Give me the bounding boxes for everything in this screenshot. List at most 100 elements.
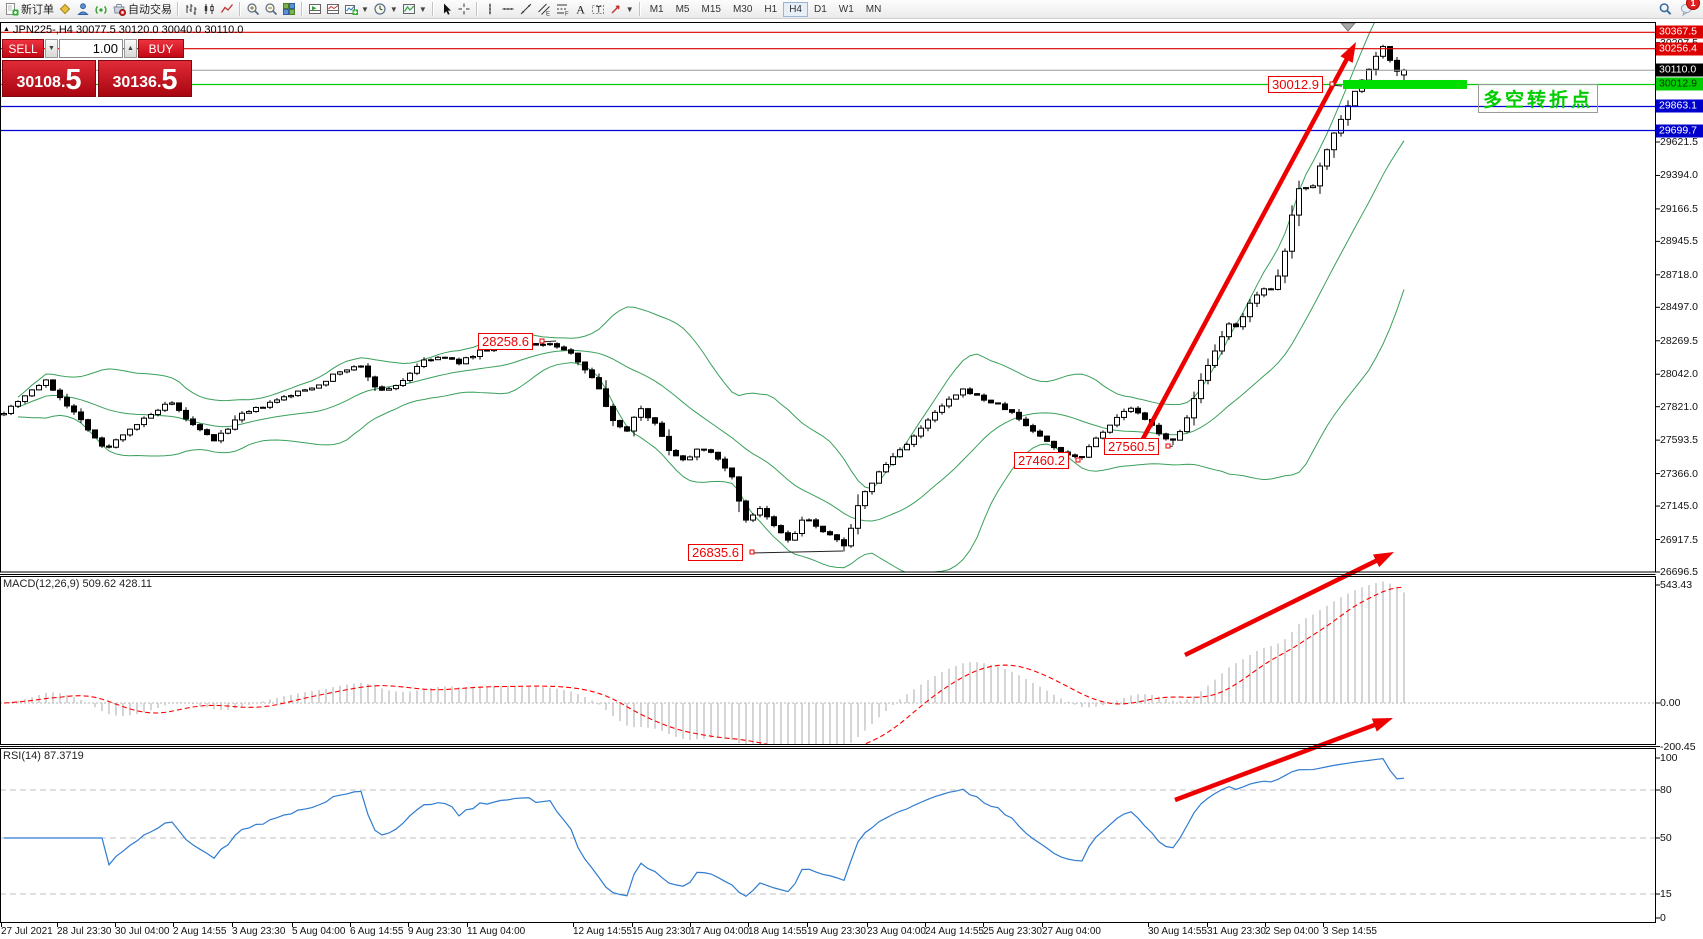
- candle-body: [85, 419, 91, 431]
- candle-body: [1107, 424, 1113, 433]
- candle-chart-button[interactable]: [200, 1, 218, 17]
- sell-price-button[interactable]: 30108. 5: [2, 60, 96, 97]
- rsi-panel-border: [0, 748, 1656, 923]
- textA-icon: A: [576, 3, 585, 17]
- macd-pane[interactable]: [0, 581, 1655, 757]
- candle-body: [925, 419, 931, 429]
- candle-body: [932, 411, 938, 421]
- timeframe-m5-button[interactable]: M5: [675, 3, 690, 15]
- candle-body: [267, 401, 273, 408]
- candle-body: [246, 411, 252, 414]
- rsi-value: 87.3719: [43, 750, 84, 762]
- label-button[interactable]: T: [589, 1, 607, 17]
- timeframe-m30-button[interactable]: M30: [732, 3, 753, 15]
- price-annotation-label[interactable]: 27560.5: [1104, 438, 1159, 455]
- hline-button[interactable]: [499, 1, 517, 17]
- candle-body: [1247, 302, 1253, 318]
- price-annotation-label[interactable]: 26835.6: [688, 544, 743, 561]
- candle-body: [71, 405, 77, 413]
- candle-body: [309, 387, 315, 391]
- main-panel-border: [0, 22, 1656, 573]
- text-button[interactable]: A: [571, 1, 589, 17]
- signals-button[interactable]: [92, 1, 110, 17]
- chat-button[interactable]: 1: [1678, 0, 1700, 17]
- timeframe-h4-button[interactable]: H4: [783, 1, 808, 17]
- candle-body: [470, 355, 476, 359]
- bar-chart-button[interactable]: [182, 1, 200, 17]
- panel1-icon: [309, 4, 321, 14]
- tile-windows-button[interactable]: [280, 1, 298, 17]
- indicators-button[interactable]: ▼: [342, 1, 371, 17]
- periods-button[interactable]: ▼: [371, 1, 400, 17]
- new-order-button[interactable]: 新订单: [3, 0, 56, 18]
- trend-arrow-1[interactable]: [1136, 42, 1356, 450]
- price-axis-tick: 27366.0: [1660, 467, 1698, 480]
- candle-body: [78, 411, 84, 421]
- shift-marker-icon[interactable]: [1339, 22, 1357, 32]
- timeframe-m15-button[interactable]: M15: [701, 3, 721, 15]
- green-highlight-bar[interactable]: [1343, 79, 1467, 89]
- sell-button[interactable]: SELL: [2, 39, 44, 58]
- candle-body: [785, 532, 791, 541]
- candle-body: [50, 379, 56, 391]
- candle-body: [841, 539, 847, 547]
- chevron-down-icon: ▼: [625, 4, 634, 14]
- channel-button[interactable]: E: [535, 1, 553, 17]
- candle-body: [29, 389, 35, 397]
- candle-body: [561, 346, 567, 351]
- buy-price-button[interactable]: 30136. 5: [98, 60, 192, 97]
- timeframe-d1-button[interactable]: D1: [814, 3, 827, 15]
- zoom-in-button[interactable]: [244, 1, 262, 17]
- timeframe-mn-button[interactable]: MN: [865, 3, 882, 15]
- trend-arrow-3[interactable]: [1174, 718, 1393, 803]
- templates-button[interactable]: ▼: [400, 1, 429, 17]
- trendline-button[interactable]: [517, 1, 535, 17]
- buy-price-main: 30136.: [112, 74, 162, 91]
- navigator-button[interactable]: [306, 1, 324, 17]
- candle-body: [141, 417, 147, 426]
- candle-body: [1177, 431, 1183, 441]
- timeframe-w1-button[interactable]: W1: [838, 3, 854, 15]
- price-axis-level-label: 29863.1: [1656, 99, 1703, 113]
- vline-button[interactable]: [481, 1, 499, 17]
- candle-body: [876, 471, 882, 484]
- search-button[interactable]: [1656, 1, 1674, 17]
- candle-body: [99, 437, 105, 447]
- volume-input[interactable]: [59, 39, 123, 58]
- buy-button[interactable]: BUY: [138, 39, 184, 58]
- candle-body: [589, 369, 595, 379]
- timeframe-m1-button[interactable]: M1: [649, 3, 664, 15]
- candle-body: [1051, 440, 1057, 449]
- annotation-note[interactable]: 多空转折点: [1478, 84, 1599, 113]
- zoom-out-button[interactable]: [262, 1, 280, 17]
- candle-body: [106, 445, 112, 448]
- macd-axis-tick: 543.43: [1660, 579, 1693, 591]
- cursor-button[interactable]: [437, 1, 455, 17]
- arrows-button[interactable]: ▼: [607, 1, 636, 17]
- hline-icon: [502, 8, 514, 10]
- price-annotation-label[interactable]: 30012.9: [1268, 76, 1323, 93]
- price-annotation-label[interactable]: 27460.2: [1014, 452, 1069, 469]
- data-window-button[interactable]: [324, 1, 342, 17]
- price-axis-level-label: 30367.5: [1656, 25, 1703, 39]
- candle-body: [1387, 46, 1393, 61]
- crosshair-button[interactable]: [455, 1, 473, 17]
- profile-button[interactable]: [56, 1, 74, 17]
- fibonacci-button[interactable]: F: [553, 1, 571, 17]
- line-chart-button[interactable]: [218, 1, 236, 17]
- rsi-axis-tick: 50: [1660, 832, 1672, 844]
- toolbar-separator: [431, 2, 434, 16]
- rsi-pane[interactable]: [0, 758, 1655, 898]
- autotrading-button[interactable]: 自动交易: [110, 0, 174, 18]
- volume-increase-button[interactable]: ▲: [124, 39, 137, 58]
- price-annotation-label[interactable]: 28258.6: [478, 333, 533, 350]
- candle-body: [1044, 435, 1050, 442]
- symbol-header: JPN225-,H4 30077.5 30120.0 30040.0 30110…: [13, 24, 244, 36]
- toolbar-separator: [301, 2, 303, 16]
- candle-body: [1275, 275, 1281, 290]
- main-chart-pane[interactable]: [1, 0, 1407, 575]
- timeframe-h1-button[interactable]: H1: [764, 3, 778, 15]
- volume-decrease-button[interactable]: ▼: [45, 39, 58, 58]
- market-watch-button[interactable]: [74, 1, 92, 17]
